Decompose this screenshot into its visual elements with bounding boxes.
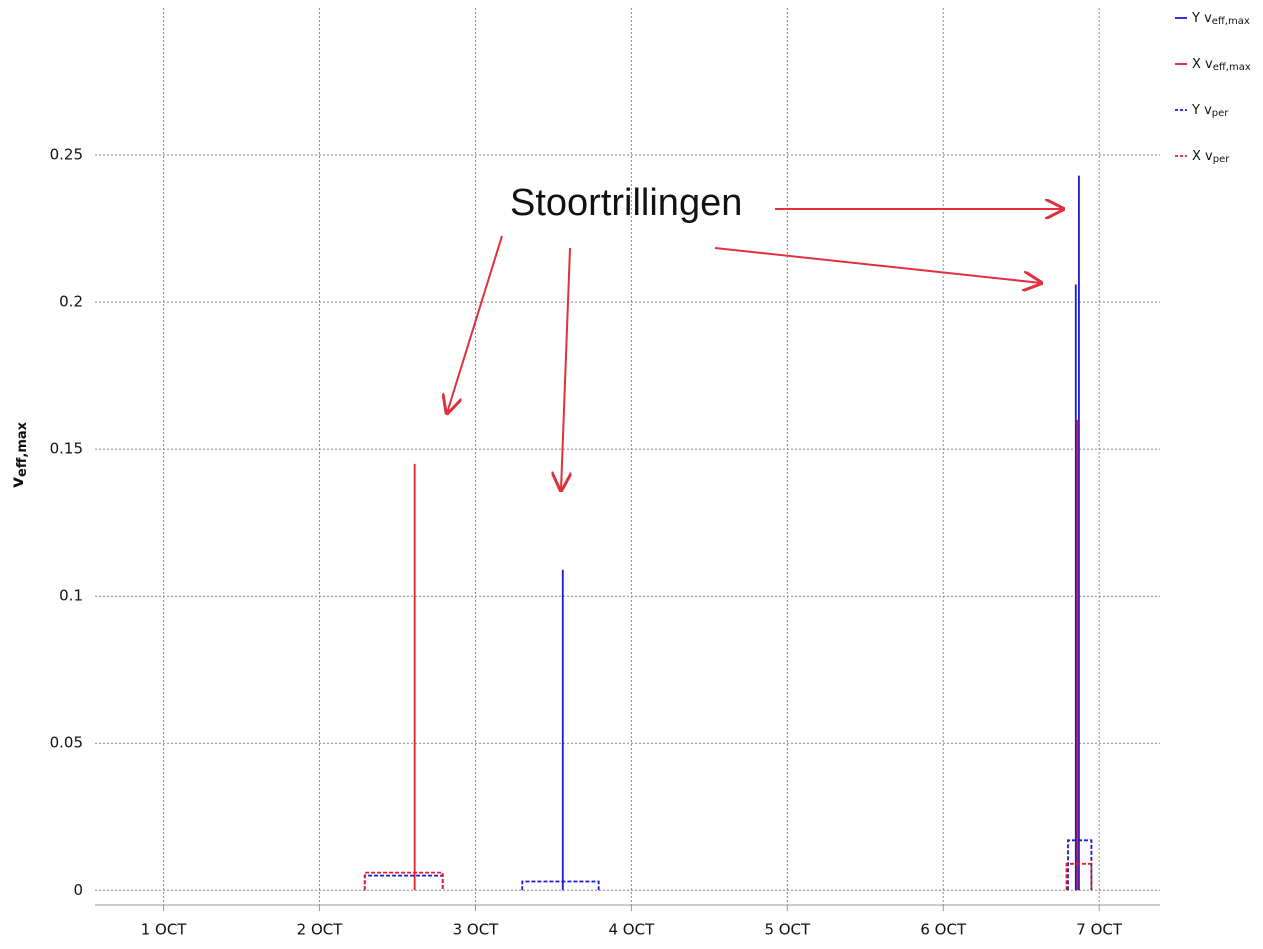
y-tick-label: 0.1 [59, 587, 83, 605]
legend-name: Y v [1191, 11, 1212, 26]
legend-label: Y vper [1191, 103, 1229, 120]
legend-sub: per [1213, 154, 1231, 165]
legend-sub: per [1212, 108, 1230, 119]
legend-label: X veff,max [1192, 57, 1251, 74]
series-line [561, 175, 1080, 891]
arrow [561, 247, 570, 490]
series-line [363, 839, 1093, 891]
legend-name: Y v [1191, 103, 1212, 118]
legend-label: X vper [1192, 149, 1230, 166]
legend-sub: eff,max [1212, 16, 1250, 27]
y-tick-label: 0 [73, 881, 83, 899]
x-tick-label: 1 OCT [141, 921, 188, 939]
x-tick-label: 2 OCT [297, 921, 344, 939]
y-tick-label: 0.2 [59, 293, 83, 311]
series-line [363, 862, 1093, 891]
y-tick-label: 0.05 [50, 734, 83, 752]
annotation: Stoortrillingen [510, 182, 742, 224]
x-tick-label: 3 OCT [453, 921, 500, 939]
legend-label: Y veff,max [1191, 11, 1250, 28]
y-tick-label: 0.15 [50, 440, 83, 458]
arrow [714, 247, 1041, 283]
y-label-main: v [8, 477, 28, 488]
x-tick-label: 4 OCT [609, 921, 656, 939]
legend-name: X v [1192, 57, 1213, 72]
x-tick-label: 7 OCT [1076, 921, 1123, 939]
series-line [413, 419, 1079, 891]
y-label-sub: eff,max [15, 421, 30, 477]
x-tick-label: 6 OCT [920, 921, 967, 939]
legend-name: X v [1192, 149, 1213, 164]
legend-sub: eff,max [1213, 62, 1251, 73]
x-tick-label: 5 OCT [764, 921, 811, 939]
annotation-arrows [447, 209, 1063, 490]
y-tick-label: 0.25 [50, 146, 83, 164]
plot-area: 0 0.05 0.1 0.15 0.2 0.25 1 OCT 2 OCT 3 OCT 4 OCT 5… [50, 8, 1160, 939]
y-axis-label: veff,max [8, 421, 30, 488]
arrow [447, 235, 503, 413]
